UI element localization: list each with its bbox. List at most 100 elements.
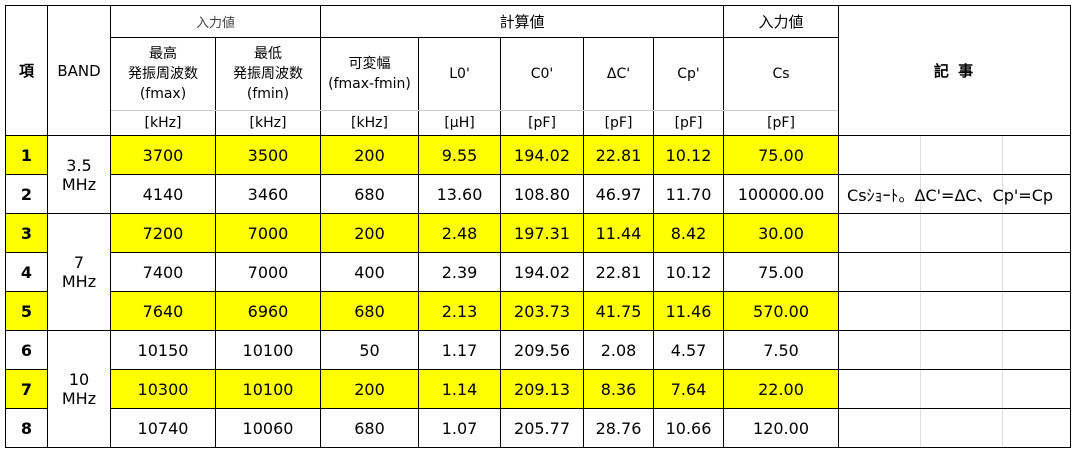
column-header: ΔC' (583, 37, 655, 111)
column-header: Cp' (653, 37, 725, 111)
item-cell: 3 (5, 213, 48, 253)
value-cell: 13.60 (418, 174, 502, 214)
cell-text: 7 (20, 379, 33, 399)
cell-text: MHz (61, 272, 97, 291)
cell-text: 11.44 (595, 223, 642, 243)
value-cell: 2.48 (418, 213, 502, 253)
value-cell: 1.14 (418, 369, 502, 409)
cell-text: 8.36 (600, 379, 637, 399)
value-cell: 108.80 (500, 174, 585, 214)
cell-text: 10.12 (665, 145, 712, 165)
cell-text: 75.00 (758, 145, 804, 165)
column-header: 可変幅 (fmax-fmin) (320, 37, 420, 111)
cell-text: [pF] (528, 115, 556, 131)
cell-text: 75.00 (758, 262, 804, 282)
table-body: 項 BAND 入力値 計算値 入力値記 事 最高 発振周波数 (fmax) 最低 発振周波数 (fm… (5, 5, 1072, 448)
cell-text: BAND (57, 61, 101, 80)
item-cell: 6 (5, 330, 48, 370)
cell-text: 209.56 (514, 340, 570, 360)
cell-text: 発振周波数 (128, 66, 198, 82)
column-header: Cs (723, 37, 840, 111)
item-cell: 7 (5, 369, 48, 409)
cell-text: 4.57 (670, 340, 707, 360)
cell-text: 120.00 (753, 418, 809, 438)
cell-text: 3500 (247, 145, 289, 165)
value-cell: 4140 (110, 174, 216, 214)
value-cell: 75.00 (723, 252, 840, 292)
band-cell: 7 MHz (47, 213, 111, 331)
value-cell: 8.42 (653, 213, 725, 253)
cell-text: [kHz] (144, 115, 182, 131)
value-cell: 197.31 (500, 213, 585, 253)
unit-header: [kHz] (214, 110, 322, 136)
table-row: 6 10 MHz 10150 10100 50 1.17 209.56 2.08 4.57 7.50 (5, 330, 1072, 448)
value-cell: 1.07 (418, 408, 502, 448)
cell-text: MHz (61, 174, 97, 194)
cell-text: 項 (18, 62, 34, 80)
value-cell: 680 (320, 291, 420, 331)
value-cell: 30.00 (723, 213, 840, 253)
cell-text: 3460 (247, 184, 289, 204)
cell-text: 7200 (142, 223, 184, 243)
value-cell: 680 (320, 408, 420, 448)
cell-text: 入力値 (758, 13, 804, 31)
value-cell: 7400 (110, 252, 216, 292)
value-cell: 7640 (110, 291, 216, 331)
value-cell: 205.77 (500, 408, 585, 448)
cell-text: 10100 (242, 379, 294, 399)
cell-text: [pF] (604, 115, 633, 131)
value-cell: 28.76 (583, 408, 655, 448)
band-cell: 10 MHz (47, 330, 111, 448)
value-cell: 46.97 (583, 174, 655, 214)
column-header: L0' (418, 37, 502, 111)
cell-text: 22.81 (595, 262, 642, 282)
cell-text: 1.07 (441, 418, 478, 438)
unit-header: [pF] (723, 110, 840, 136)
item-cell: 4 (5, 252, 48, 292)
cell-text: 2 (20, 184, 33, 204)
value-cell: 7000 (214, 213, 322, 253)
item-cell: 5 (5, 291, 48, 331)
cell-text: 2.48 (441, 223, 478, 243)
value-cell: 7000 (214, 252, 322, 292)
value-cell: 3460 (214, 174, 322, 214)
cell-text: Csｼｮｰﾄ。ΔC'=ΔC、Cp'=Cp (847, 186, 1054, 205)
value-cell: 209.13 (500, 369, 585, 409)
value-cell: 41.75 (583, 291, 655, 331)
cell-text: 41.75 (595, 301, 642, 321)
table-row: 最高 発振周波数 (fmax) 最低 発振周波数 (fmin) 可変幅 (fmax-fmin)… (6, 37, 1071, 111)
cell-text: 10100 (242, 340, 294, 360)
column-header: 最低 発振周波数 (fmin) (214, 37, 322, 111)
cell-text: 400 (354, 262, 385, 282)
table-row: 3 7 MHz 7200 7000 200 2.48 197.31 11.44 8.42 30.00 (5, 213, 1072, 331)
cell-text: 680 (354, 418, 385, 438)
cell-text: 10740 (137, 418, 189, 438)
value-cell: 200 (320, 369, 420, 409)
cell-text: 最低 (254, 46, 282, 62)
value-cell: 2.13 (418, 291, 502, 331)
value-cell: 194.02 (500, 252, 585, 292)
cell-text: 2.13 (441, 301, 478, 321)
cell-text: 3700 (142, 145, 184, 165)
cell-text: [pF] (674, 115, 703, 131)
cell-text: (fmax-fmin) (328, 76, 411, 92)
unit-header: [μH] (418, 110, 502, 136)
value-cell: 194.02 (500, 135, 585, 175)
cell-text: 11.70 (665, 184, 712, 204)
cell-text: [pF] (767, 115, 795, 131)
cell-text: 2.39 (441, 262, 478, 282)
value-cell: 9.55 (418, 135, 502, 175)
cell-text: 4140 (142, 184, 184, 204)
cell-text: 8.42 (670, 223, 707, 243)
cell-text: 200 (354, 145, 385, 165)
cell-text: 680 (354, 184, 385, 204)
remark-cell (838, 213, 1072, 253)
cell-text: 209.13 (514, 379, 570, 399)
value-cell: 570.00 (723, 291, 840, 331)
cell-text: 203.73 (514, 301, 570, 321)
cell-text: 10150 (137, 340, 189, 360)
cell-text: 9.55 (441, 145, 478, 165)
band-header: BAND (47, 5, 111, 136)
cell-text: 4 (20, 262, 33, 282)
cell-text: 1.17 (441, 340, 478, 360)
